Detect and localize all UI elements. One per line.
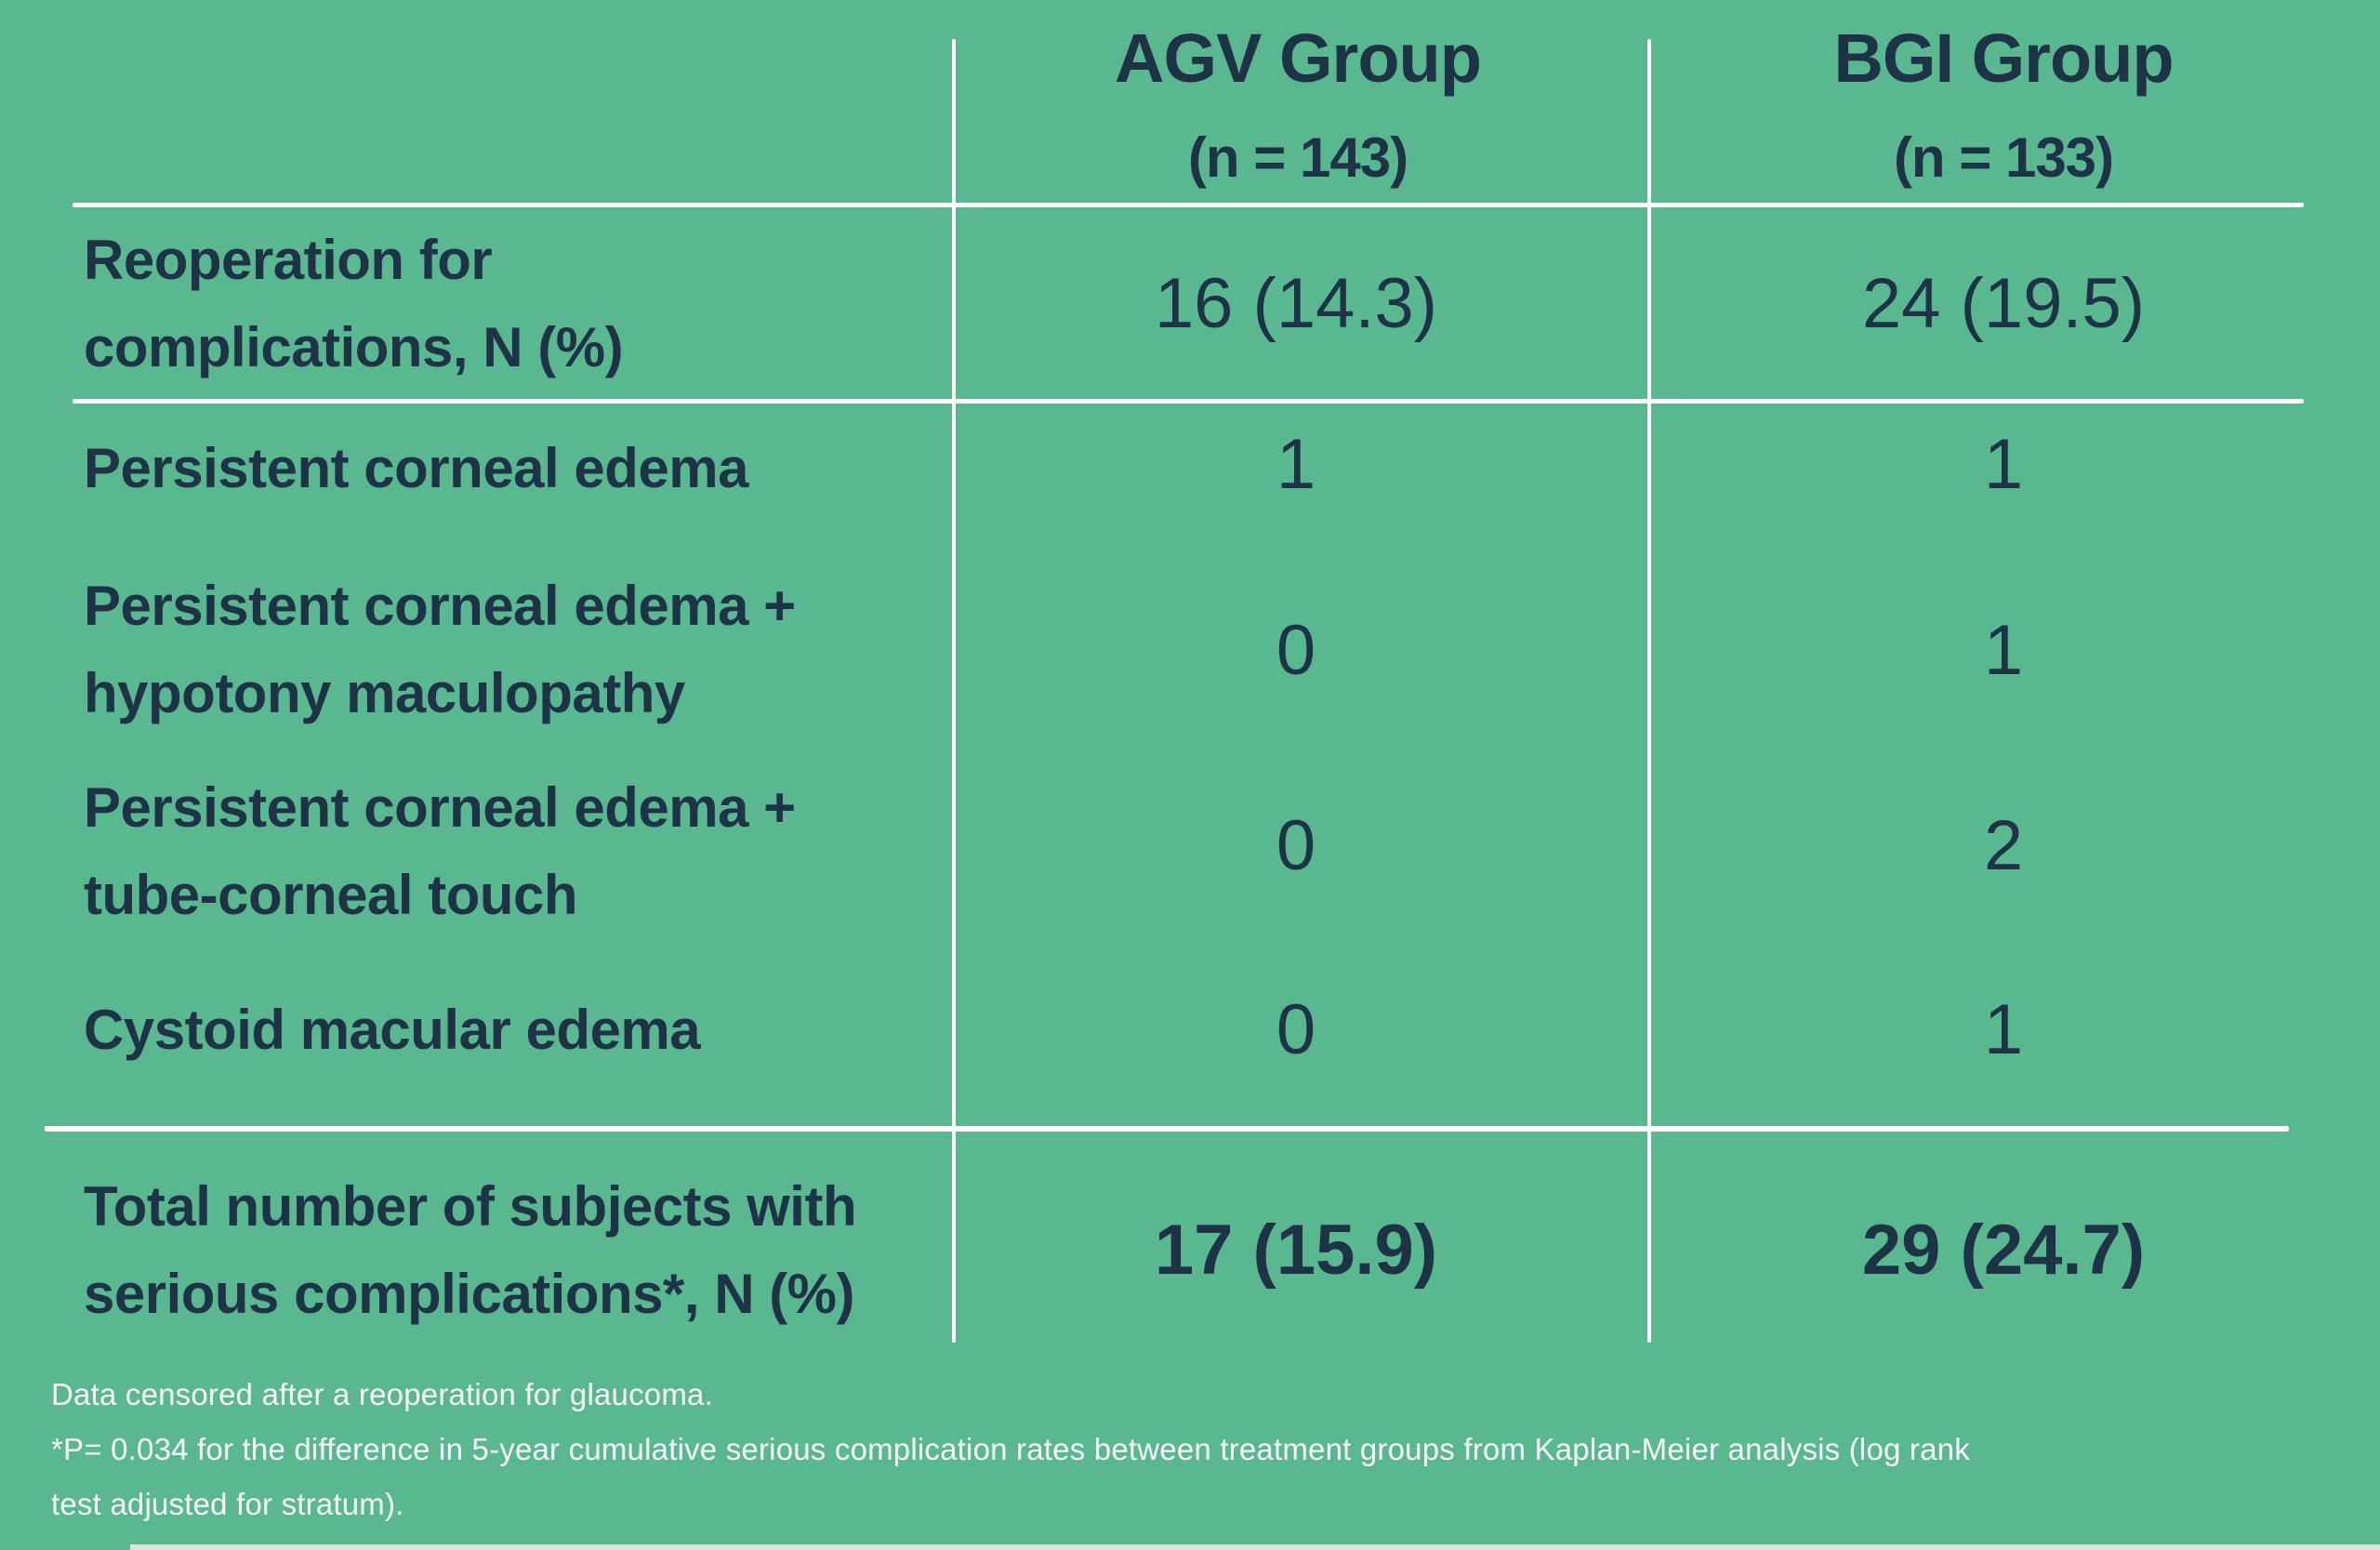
row-label-reoperation: Reoperation for complications, N (%) bbox=[84, 217, 976, 391]
row-label-corneal-edema: Persistent corneal edema bbox=[84, 425, 976, 512]
cell-tube-touch-bgi: 2 bbox=[1983, 806, 2024, 885]
agv-group-n: (n = 143) bbox=[1187, 126, 1408, 189]
row-label-line: Reoperation for bbox=[84, 229, 493, 291]
bgi-group-title: BGI Group bbox=[1833, 20, 2174, 97]
cell-hypotony-agv: 0 bbox=[1276, 611, 1316, 690]
cell-reoperation-agv: 16 (14.3) bbox=[1154, 264, 1438, 343]
row-label-cystoid-macular-edema: Cystoid macular edema bbox=[84, 987, 976, 1074]
footnote-pvalue-line1: *P= 0.034 for the difference in 5-year c… bbox=[51, 1432, 1970, 1466]
row-label-line: complications, N (%) bbox=[84, 316, 624, 378]
row-label-line: serious complications*, N (%) bbox=[84, 1263, 855, 1325]
row-label-line: Cystoid macular edema bbox=[84, 999, 701, 1061]
column-header-bgi: BGI Group (n = 133) bbox=[1833, 20, 2174, 189]
reoperation-divider-line bbox=[73, 399, 2304, 404]
row-label-line: Persistent corneal edema + bbox=[84, 575, 796, 637]
column-divider-right bbox=[1647, 39, 1651, 1343]
cell-cystoid-bgi: 1 bbox=[1983, 990, 2024, 1069]
row-label-total-serious: Total number of subjects with serious co… bbox=[84, 1163, 976, 1338]
footnote-pvalue-line2: test adjusted for stratum). bbox=[51, 1487, 404, 1521]
cell-cystoid-agv: 0 bbox=[1276, 990, 1316, 1069]
cell-tube-touch-agv: 0 bbox=[1276, 806, 1316, 885]
column-header-agv: AGV Group (n = 143) bbox=[1115, 20, 1482, 189]
bottom-edge-strip bbox=[130, 1544, 2380, 1550]
footnote-censoring: Data censored after a reoperation for gl… bbox=[51, 1377, 713, 1411]
column-divider-left bbox=[952, 39, 956, 1343]
total-divider-line bbox=[45, 1126, 2289, 1132]
agv-group-title: AGV Group bbox=[1115, 20, 1482, 97]
bgi-group-n: (n = 133) bbox=[1893, 126, 2114, 189]
header-divider-line bbox=[73, 203, 2304, 207]
cell-corneal-edema-bgi: 1 bbox=[1983, 425, 2024, 504]
cell-hypotony-bgi: 1 bbox=[1983, 611, 2024, 690]
row-label-hypotony-maculopathy: Persistent corneal edema + hypotony macu… bbox=[84, 563, 976, 737]
row-label-line: Total number of subjects with bbox=[84, 1175, 857, 1238]
row-label-tube-corneal-touch: Persistent corneal edema + tube-corneal … bbox=[84, 764, 976, 939]
cell-total-bgi: 29 (24.7) bbox=[1861, 1211, 2146, 1290]
row-label-line: Persistent corneal edema + bbox=[84, 776, 796, 839]
cell-corneal-edema-agv: 1 bbox=[1276, 425, 1316, 504]
row-label-line: tube-corneal touch bbox=[84, 864, 578, 926]
cell-total-agv: 17 (15.9) bbox=[1154, 1211, 1438, 1290]
row-label-line: hypotony maculopathy bbox=[84, 662, 685, 724]
row-label-line: Persistent corneal edema bbox=[84, 437, 749, 499]
cell-reoperation-bgi: 24 (19.5) bbox=[1861, 264, 2146, 343]
